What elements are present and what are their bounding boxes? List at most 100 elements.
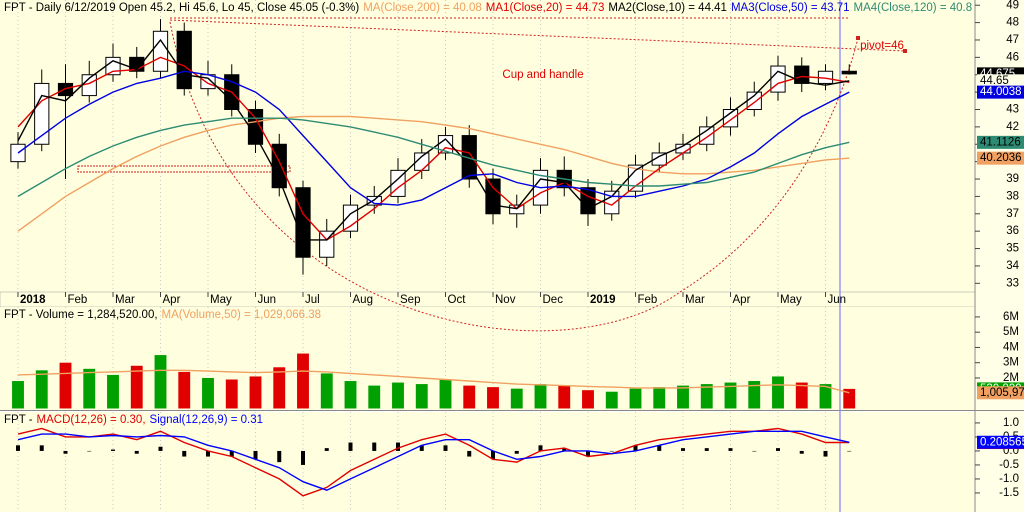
volume-bar	[249, 376, 262, 409]
histogram-bar	[467, 450, 472, 457]
series-line	[17, 56, 850, 241]
volume-bar	[178, 371, 191, 409]
volume-bar	[273, 367, 286, 409]
histogram-bar	[657, 445, 662, 451]
y-tick-label: 5M	[1003, 326, 1019, 338]
histogram-bar	[752, 450, 757, 452]
histogram-bar	[633, 445, 638, 451]
legend-entry: MA3(Close,50) = 43.71	[731, 2, 850, 14]
y-tick-label: 36	[1006, 225, 1019, 237]
candle-body	[57, 82, 74, 97]
x-tick-label: Aug	[353, 294, 373, 306]
x-tick-label: Nov	[495, 294, 516, 306]
x-tick-label: Jun	[828, 294, 847, 306]
value-box-label: 44.0038	[980, 86, 1022, 98]
panel-title: FPT - Daily 6/12/2019 Open 45.2, Hi 45.6…	[4, 2, 359, 14]
x-tick-label: May	[210, 294, 232, 306]
histogram-bar	[562, 448, 567, 451]
volume-bar	[225, 379, 238, 409]
panel-title: FPT -	[4, 414, 33, 426]
histogram-bar	[728, 448, 733, 451]
drawing-tools	[77, 17, 907, 332]
candle-body	[152, 30, 169, 72]
volume-bar	[463, 385, 476, 409]
candle-body	[342, 204, 359, 232]
series-line	[17, 430, 850, 491]
value-box	[977, 151, 1024, 165]
volume-bar	[677, 385, 689, 409]
volume-bar	[819, 384, 832, 409]
value-box-label: 0.208565	[980, 436, 1024, 448]
y-tick-label: 2M	[1003, 372, 1019, 384]
histogram-bar	[324, 448, 329, 451]
series-line	[17, 70, 850, 206]
y-tick-label: -0.5	[999, 459, 1019, 471]
volume-bar	[439, 379, 452, 409]
volume-bar	[154, 355, 167, 409]
x-tick-label: Feb	[68, 294, 88, 306]
volume-bar	[107, 374, 119, 409]
series-line	[17, 115, 850, 232]
x-tick-label: Jul	[305, 294, 320, 306]
volume-bar	[344, 381, 357, 409]
volume-bar	[487, 387, 499, 409]
histogram-bar	[158, 446, 163, 451]
y-tick-label: 34	[1006, 260, 1019, 272]
volume-bar	[510, 388, 523, 409]
histogram-bar	[253, 450, 258, 460]
legend-entry: MA2(Close,10) = 44.41	[608, 2, 727, 14]
histogram-bar	[538, 445, 543, 451]
y-tick-label: 4M	[1003, 341, 1019, 353]
y-tick-label: 3M	[1003, 357, 1019, 369]
x-tick-label: Sep	[400, 294, 420, 306]
handle	[856, 36, 860, 40]
legend-entry: MA1(Close,20) = 44.73	[486, 2, 605, 14]
volume-bar	[605, 391, 618, 409]
volume-bar	[843, 388, 856, 409]
y-tick-label: 49	[1006, 0, 1019, 11]
histogram-bar	[63, 450, 68, 454]
value-box-label: 41.1126	[980, 136, 1021, 148]
y-tick-label: 33	[1006, 277, 1019, 289]
histogram-bar	[206, 450, 210, 457]
x-tick-label: Apr	[733, 294, 751, 306]
volume-bar	[653, 387, 666, 409]
x-tick-label: Jun	[258, 294, 277, 306]
value-box-label: 44.65	[980, 75, 1009, 87]
volume-bar	[772, 376, 784, 409]
volume-bar	[320, 373, 333, 409]
candle-body	[841, 70, 857, 75]
histogram-bar	[16, 445, 20, 451]
y-tick-label: 6M	[1003, 311, 1019, 323]
x-tick-label: Oct	[448, 294, 467, 306]
series-line	[17, 369, 850, 394]
y-tick-label: -1.0	[999, 473, 1019, 485]
candle-body	[699, 126, 715, 145]
panel-header: FPT - MACD(12,26) = 0.30, Signal(12,26,9) …	[4, 414, 263, 426]
histogram-bar	[229, 450, 234, 457]
handle	[903, 49, 907, 53]
price-panel	[0, 0, 975, 292]
y-tick-label: 46	[1006, 51, 1019, 63]
histogram-bar	[491, 450, 495, 460]
volume-bar	[748, 381, 761, 409]
histogram-bar	[277, 450, 282, 463]
value-box	[977, 135, 1024, 149]
legend-entry: MA4(Close,120) = 40.8	[854, 2, 973, 14]
volume-bar	[700, 384, 713, 409]
volume-bar	[558, 385, 571, 409]
histogram-bar	[514, 450, 519, 454]
volume-bar	[392, 382, 404, 409]
value-box-label: 40.2036	[980, 152, 1022, 164]
histogram-bar	[609, 450, 614, 452]
candle-body	[794, 65, 810, 84]
histogram-bar	[681, 448, 685, 451]
y-tick-label: 38	[1006, 190, 1019, 202]
series-line	[17, 117, 850, 198]
x-tick-label: Feb	[638, 294, 658, 306]
y-tick-label: 42	[1006, 121, 1019, 133]
volume-bar	[297, 353, 309, 409]
volume-bar	[534, 384, 547, 409]
histogram-bar	[301, 450, 305, 465]
